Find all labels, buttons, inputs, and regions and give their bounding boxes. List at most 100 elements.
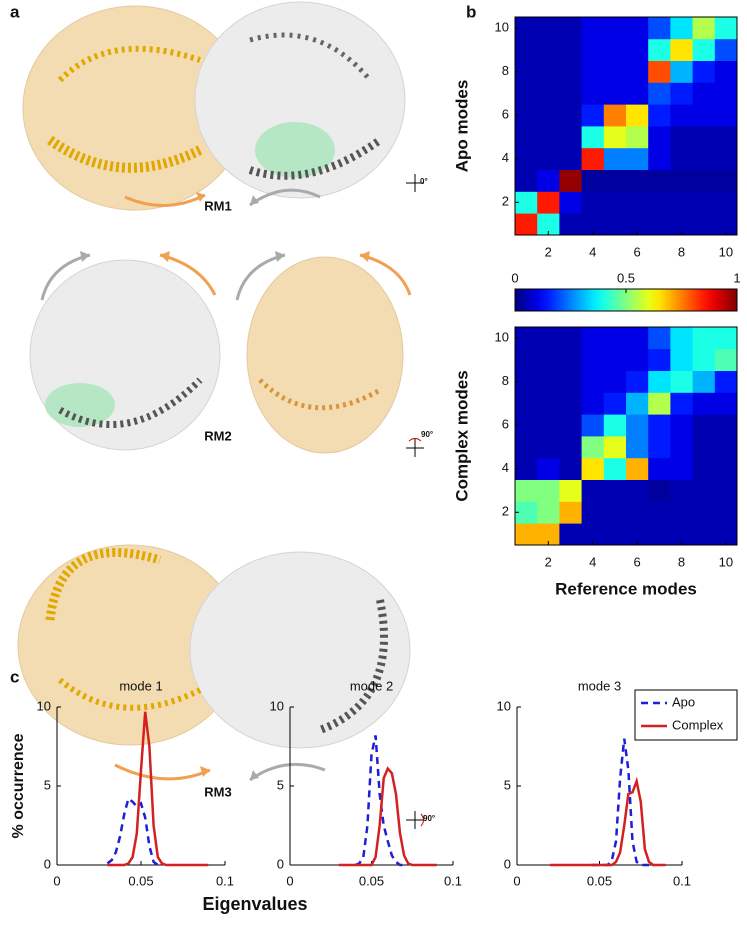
- heatmap-cell: [692, 523, 716, 546]
- heatmap-cell: [559, 392, 582, 415]
- heatmap-cell: [559, 501, 582, 524]
- x-tick-label: 4: [589, 554, 596, 569]
- heatmap-cell: [581, 191, 605, 214]
- heatmap-cell: [581, 327, 605, 350]
- heatmap-cell: [692, 327, 716, 350]
- heatmap-cell: [603, 523, 627, 546]
- heatmap-cell: [692, 38, 716, 61]
- heatmap-cell: [648, 17, 671, 40]
- panel-label: b: [466, 2, 476, 21]
- y-tick-label: 5: [277, 777, 284, 792]
- heatmap-cell: [603, 38, 627, 61]
- heatmap-cell: [515, 457, 538, 480]
- heatmap-cell: [670, 82, 693, 105]
- x-tick-label: 2: [545, 554, 552, 569]
- chart-title: mode 2: [350, 678, 393, 693]
- heatmap-cell: [603, 414, 627, 437]
- heatmap-cell: [537, 104, 560, 127]
- heatmap-cell: [626, 457, 649, 480]
- heatmap-cell: [692, 60, 716, 83]
- heatmap-cell: [581, 501, 605, 524]
- heatmap-cell: [692, 126, 716, 149]
- heatmap-cell: [603, 348, 627, 371]
- y-tick-label: 6: [502, 107, 509, 122]
- heatmap-cell: [603, 104, 627, 127]
- chart-title: mode 3: [578, 678, 621, 693]
- heatmap-cell: [603, 327, 627, 350]
- heatmap-cell: [603, 479, 627, 502]
- heatmap-cell: [537, 17, 560, 40]
- heatmap-cell: [537, 60, 560, 83]
- heatmap-cell: [515, 213, 538, 236]
- heatmap-cell: [626, 104, 649, 127]
- heatmap-cell: [692, 436, 716, 459]
- heatmap-cell: [537, 82, 560, 105]
- y-tick-label: 4: [502, 460, 509, 475]
- x-tick-label: 0: [53, 873, 60, 888]
- series-line: [354, 735, 405, 867]
- series-line: [107, 711, 209, 867]
- heatmap-cell: [626, 414, 649, 437]
- heatmap-cell: [537, 348, 560, 371]
- heatmap-cell: [670, 191, 693, 214]
- heatmap-cell: [581, 17, 605, 40]
- heatmap-cell: [515, 17, 538, 40]
- rotation-label: 90°: [423, 814, 435, 823]
- heatmap-cell: [581, 392, 605, 415]
- y-tick-label: 10: [497, 698, 511, 713]
- panel-label: a: [10, 2, 20, 21]
- x-tick-label: 0.05: [587, 873, 612, 888]
- heatmap-cell: [626, 82, 649, 105]
- heatmap-cell: [515, 414, 538, 437]
- panel-label: c: [10, 667, 19, 686]
- y-tick-label: 5: [504, 777, 511, 792]
- heatmap-cell: [537, 523, 560, 546]
- heatmap-cell: [559, 126, 582, 149]
- y-tick-label: 2: [502, 504, 509, 519]
- heatmap-cell: [648, 457, 671, 480]
- heatmap-cell: [603, 392, 627, 415]
- heatmap-cell: [626, 17, 649, 40]
- y-tick-label: 6: [502, 417, 509, 432]
- heatmap-cell: [603, 370, 627, 393]
- heatmap-cell: [603, 457, 627, 480]
- x-tick-label: 8: [678, 554, 685, 569]
- x-tick-label: 10: [719, 244, 733, 259]
- rotation-label: 0°: [420, 177, 428, 186]
- y-tick-label: 0: [504, 856, 511, 871]
- x-tick-label: 8: [678, 244, 685, 259]
- y-tick-label: 4: [502, 150, 509, 165]
- heatmap-cell: [670, 370, 693, 393]
- heatmap-cell: [648, 414, 671, 437]
- heatmap-cell: [515, 436, 538, 459]
- heatmap-cell: [692, 457, 716, 480]
- heatmap-cell: [648, 436, 671, 459]
- heatmap-cell: [714, 82, 738, 105]
- heatmap-cell: [670, 348, 693, 371]
- rm-label: RM3: [204, 784, 231, 799]
- heatmap-cell: [515, 147, 538, 170]
- heatmap-cell: [692, 501, 716, 524]
- rm-label: RM2: [204, 428, 231, 443]
- heatmap-cell: [626, 348, 649, 371]
- y-tick-label: 10: [37, 698, 51, 713]
- heatmap-cell: [714, 457, 738, 480]
- heatmap-cell: [648, 169, 671, 192]
- heatmap-cell: [515, 327, 538, 350]
- heatmap-cell: [515, 126, 538, 149]
- heatmap-cell: [603, 191, 627, 214]
- heatmap-cell: [714, 169, 738, 192]
- heatmap-cell: [626, 436, 649, 459]
- heatmap-cell: [515, 392, 538, 415]
- heatmap-cell: [714, 327, 738, 350]
- heatmap-cell: [559, 147, 582, 170]
- heatmap-cell: [714, 370, 738, 393]
- heatmap-cell: [714, 213, 738, 236]
- y-tick-label: 0: [277, 856, 284, 871]
- heatmap-cell: [670, 523, 693, 546]
- heatmap-cell: [670, 126, 693, 149]
- heatmap-cell: [603, 213, 627, 236]
- x-tick-label: 0: [513, 873, 520, 888]
- heatmap-cell: [559, 60, 582, 83]
- heatmap-cell: [626, 60, 649, 83]
